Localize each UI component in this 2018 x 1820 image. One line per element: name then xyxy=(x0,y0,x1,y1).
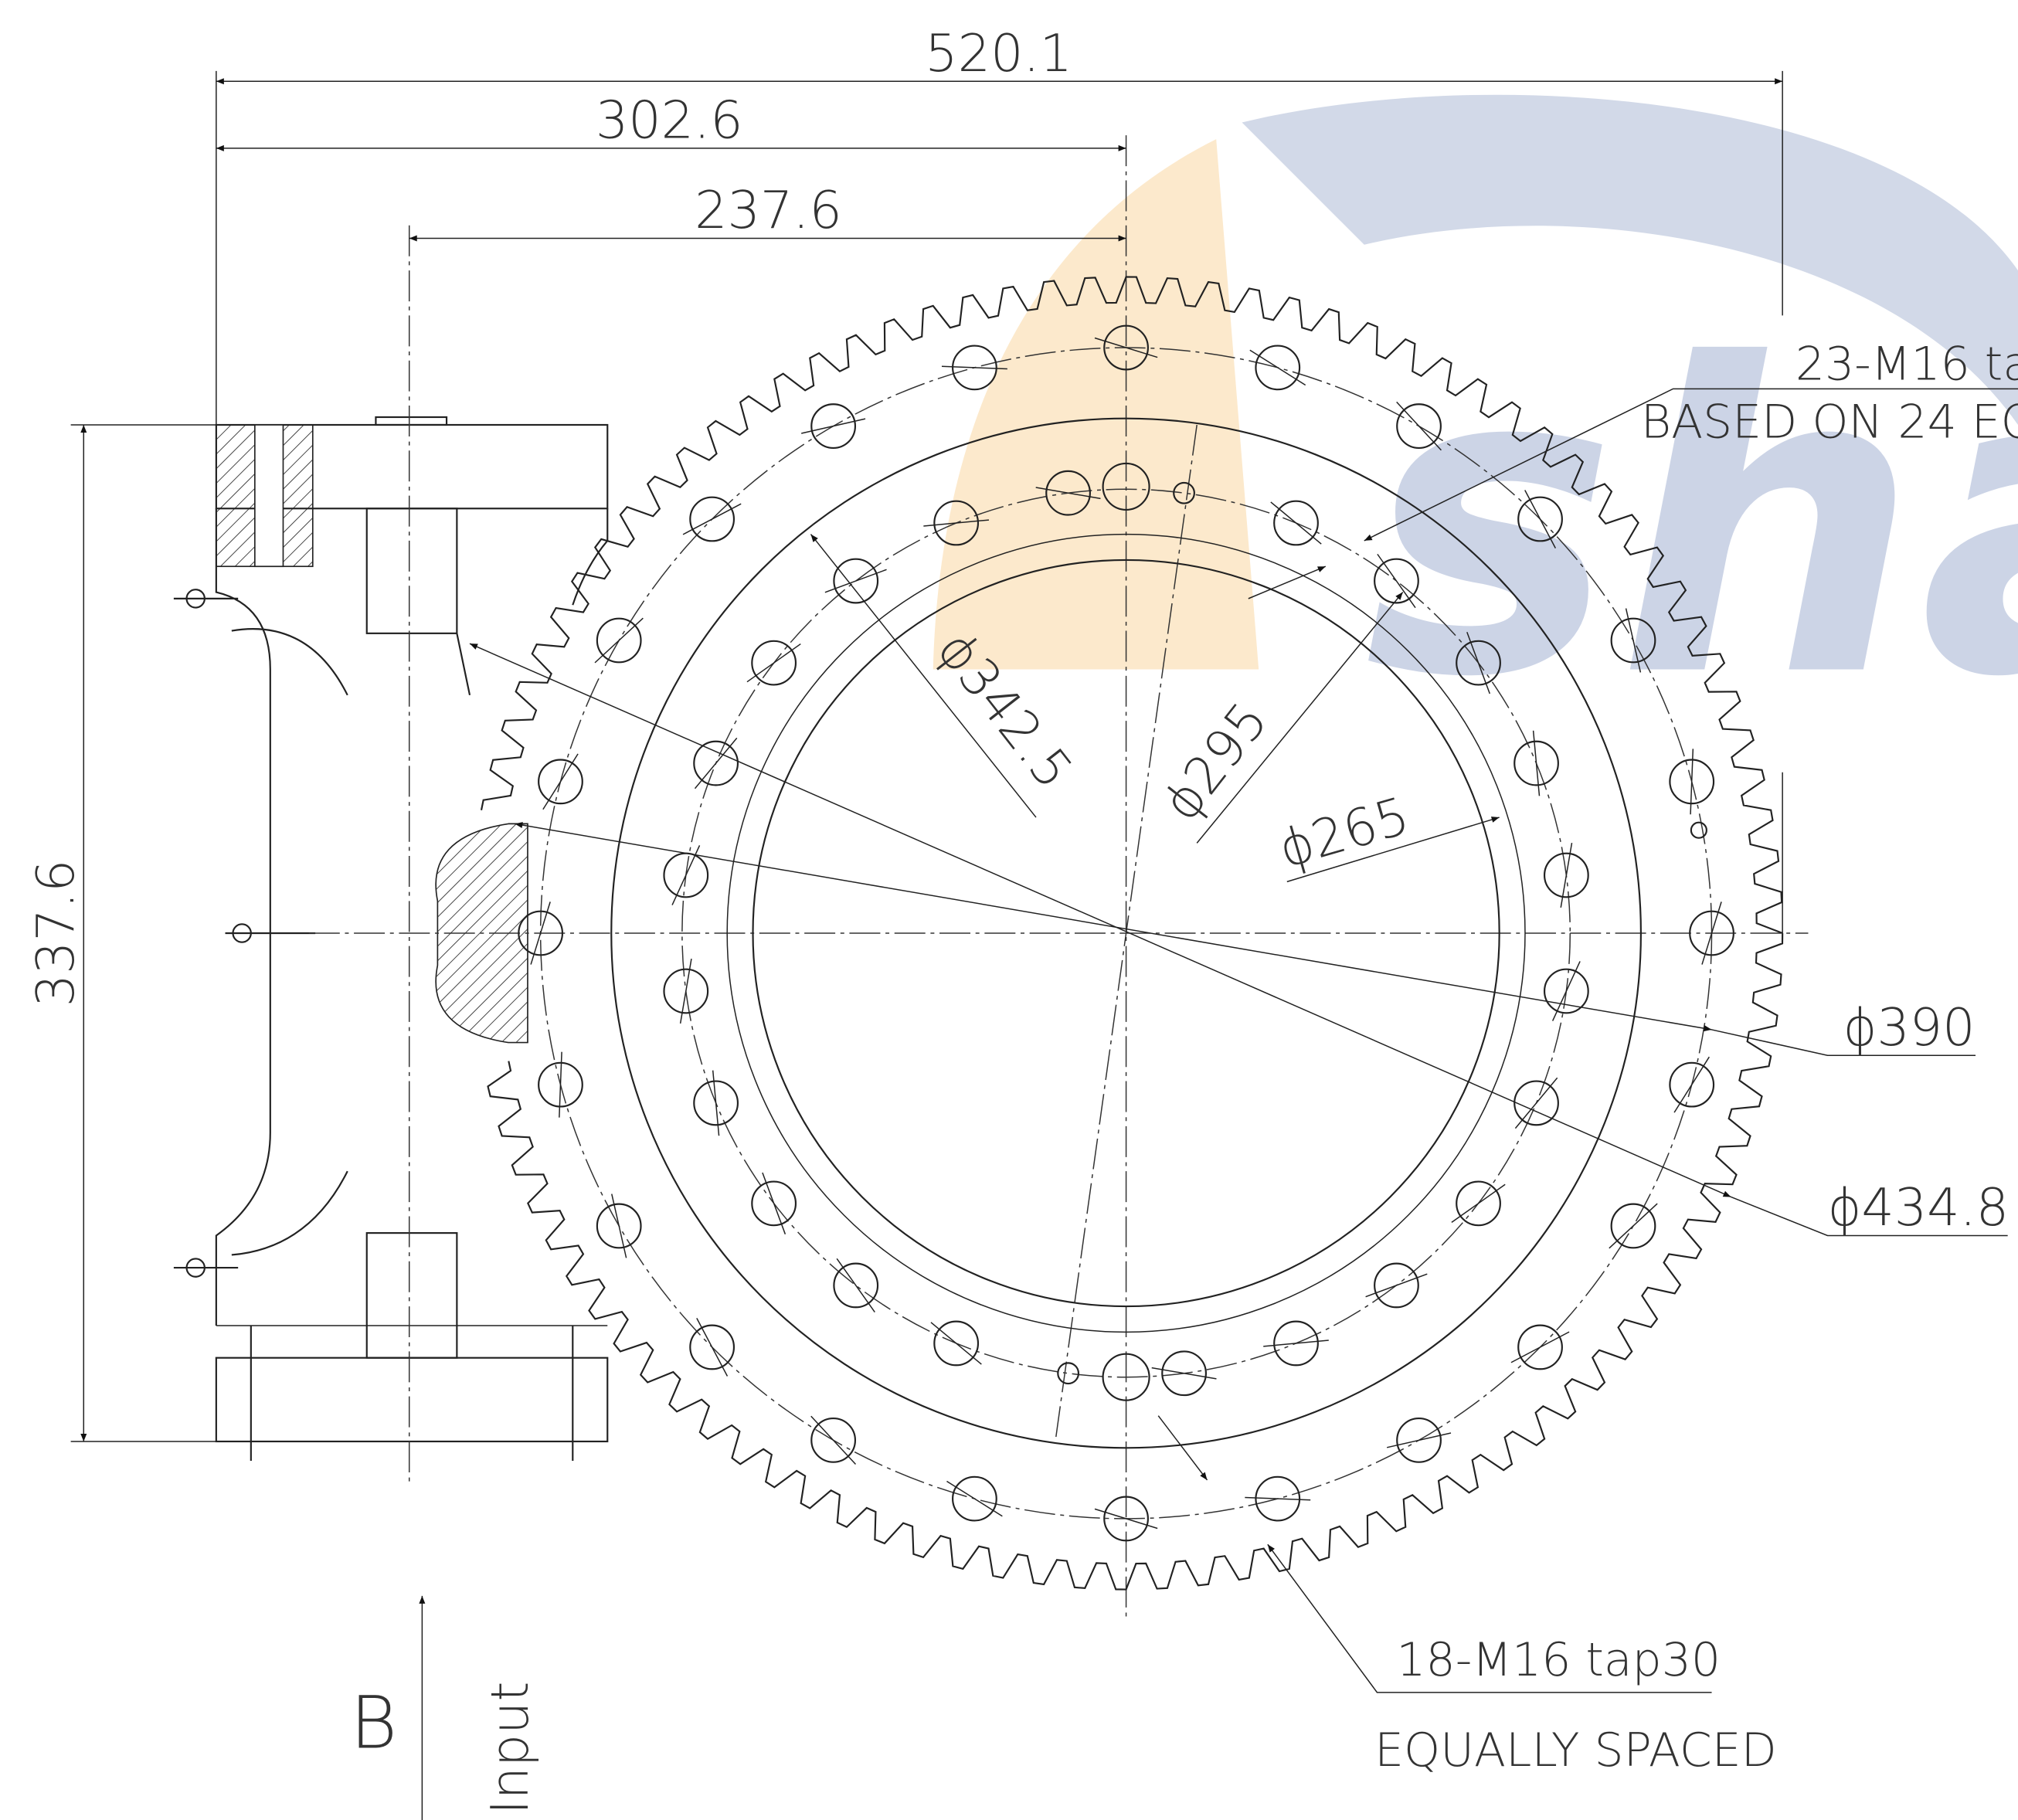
hole-mark xyxy=(1365,1273,1428,1298)
hole-mark xyxy=(594,617,644,664)
hole-mark xyxy=(1673,1056,1710,1113)
hole-mark xyxy=(1094,337,1158,358)
hole-mark xyxy=(746,643,801,683)
hole-mark xyxy=(1514,1077,1558,1129)
bolt-hole xyxy=(833,558,879,604)
bolt-hole xyxy=(1374,1262,1419,1309)
hole-mark xyxy=(1551,961,1581,1021)
hole-mark xyxy=(696,1318,729,1377)
bolt-hole xyxy=(1517,496,1563,542)
bolt-hole xyxy=(1610,1203,1656,1249)
bolt-hole xyxy=(1396,403,1442,449)
diameter-label: ϕ434.8 xyxy=(1827,1177,2009,1238)
bolt-hole xyxy=(833,1262,879,1309)
hole-mark xyxy=(1524,490,1557,548)
dim-center: 302.6 xyxy=(596,90,743,151)
diameter-label: ϕ390 xyxy=(1843,997,1975,1058)
bolt-hole xyxy=(933,1320,980,1367)
bolt-hole xyxy=(952,1475,997,1522)
hole-mark xyxy=(559,1051,562,1118)
note: BASED ON 24 EQUA xyxy=(1641,396,2018,450)
note: 23-M16 tap xyxy=(1795,338,2018,392)
view-label: B xyxy=(350,1680,397,1764)
hole-mark xyxy=(923,519,990,527)
bolt-hole xyxy=(1161,1350,1208,1397)
bolt-hole xyxy=(596,1203,642,1249)
hole-mark xyxy=(712,1070,720,1136)
pin-hole xyxy=(1102,1353,1150,1401)
bolt-hole xyxy=(952,345,997,391)
hole-mark xyxy=(1510,1331,1570,1363)
hole-mark xyxy=(824,569,887,593)
note: 18-M16 tap30 xyxy=(1396,1633,1721,1687)
hole-mark xyxy=(682,503,742,535)
bolt-hole xyxy=(810,1417,857,1463)
hole-mark xyxy=(1609,1203,1658,1249)
bolt-hole xyxy=(1517,1324,1563,1370)
dim-height: 337.6 xyxy=(25,860,86,1007)
hole-mark xyxy=(801,418,866,434)
hole-mark xyxy=(1245,1496,1311,1501)
dim-input: 237.6 xyxy=(695,180,842,240)
dim-width: 520.1 xyxy=(925,23,1072,83)
dimensions xyxy=(70,70,2018,1820)
bolt-hole xyxy=(1374,558,1419,604)
hole-mark xyxy=(1263,1340,1329,1347)
gear-teeth xyxy=(480,276,1784,1591)
bolt-hole xyxy=(933,500,980,546)
hole-mark xyxy=(1249,349,1306,386)
bolt-hole xyxy=(1396,1417,1442,1463)
input-label: Input xyxy=(480,1682,540,1815)
bolt-hole xyxy=(689,1324,736,1370)
bolt-hole xyxy=(1255,1475,1301,1522)
bolt-hole xyxy=(1103,1496,1149,1542)
bolt-hole xyxy=(810,403,857,449)
hole-mark xyxy=(930,1322,982,1365)
hole-mark xyxy=(1151,1367,1217,1380)
bolt-hole xyxy=(1273,1320,1319,1367)
hole-mark xyxy=(1386,1432,1452,1448)
hole-mark xyxy=(810,1415,857,1465)
side-view xyxy=(173,225,609,1487)
hole-mark xyxy=(542,753,579,810)
bolt-hole xyxy=(1255,345,1301,391)
small-hole xyxy=(1057,1362,1080,1385)
diameter-label: ϕ265 xyxy=(1272,786,1415,880)
diameter-label: ϕ295 xyxy=(1150,691,1279,832)
hole-mark xyxy=(1451,1183,1506,1224)
bolt-hole xyxy=(1103,324,1149,371)
bolt-hole xyxy=(1045,470,1091,516)
hole-mark xyxy=(1270,501,1322,545)
bolt-hole xyxy=(689,496,736,542)
hole-mark xyxy=(1035,487,1101,500)
hole-mark xyxy=(946,1480,1003,1517)
small-hole xyxy=(1690,821,1707,839)
pin-hole xyxy=(1102,462,1150,511)
hole-mark xyxy=(836,1258,875,1313)
hole-mark xyxy=(1377,553,1416,609)
note: EQUALLY SPACED xyxy=(1374,1723,1777,1778)
hole-mark xyxy=(941,365,1007,370)
hole-mark xyxy=(1094,1508,1158,1530)
hole-mark xyxy=(611,1194,627,1258)
small-hole xyxy=(1173,481,1195,504)
hole-mark xyxy=(1396,401,1442,451)
bolt-hole xyxy=(1273,500,1319,546)
